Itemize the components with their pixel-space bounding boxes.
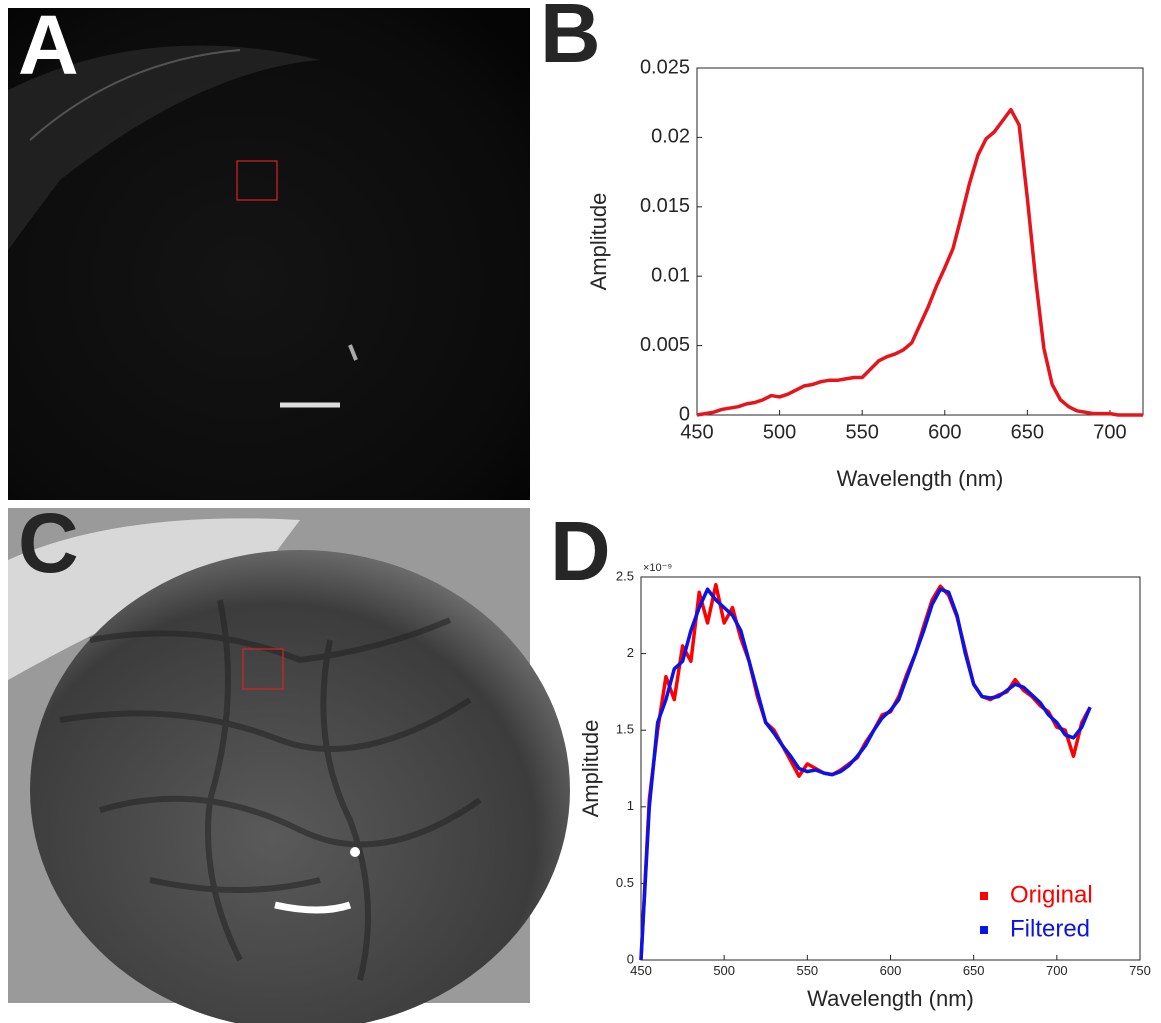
x-tick-label: 650 xyxy=(1011,421,1044,443)
x-tick-label: 650 xyxy=(963,963,985,978)
x-tick-label: 700 xyxy=(1093,421,1126,443)
x-tick-label: 450 xyxy=(680,421,713,443)
y-tick-label: 0.015 xyxy=(640,195,690,217)
panel-label: B xyxy=(540,0,601,80)
x-axis-label: Wavelength (nm) xyxy=(837,466,1004,491)
legend-label: Filtered xyxy=(1010,915,1090,942)
y-tick-label: 0.01 xyxy=(651,264,690,286)
y-axis-label: Amplitude xyxy=(586,193,611,291)
photo-c xyxy=(8,508,570,1023)
data-line xyxy=(696,107,1143,417)
x-tick-label: 700 xyxy=(1046,963,1068,978)
y-tick-label: 1.5 xyxy=(616,722,634,737)
x-tick-label: 500 xyxy=(763,421,796,443)
legend-swatch xyxy=(980,892,988,900)
x-tick-label: 750 xyxy=(1129,963,1151,978)
data-line xyxy=(639,587,1092,961)
x-tick-label: 450 xyxy=(630,963,652,978)
y-axis-label: Amplitude xyxy=(578,720,603,818)
x-tick-label: 500 xyxy=(713,963,735,978)
y-tick-label: 1 xyxy=(627,798,634,813)
x-tick-label: 550 xyxy=(796,963,818,978)
y-tick-label: 0.02 xyxy=(651,126,690,148)
panel-label: D xyxy=(550,504,611,598)
y-tick-label: 0.025 xyxy=(640,56,690,78)
y-tick-label: 0 xyxy=(627,951,634,966)
y-tick-label: 0.5 xyxy=(616,875,634,890)
y-multiplier: ×10⁻⁹ xyxy=(643,562,672,574)
y-tick-label: 2 xyxy=(627,645,634,660)
x-tick-label: 600 xyxy=(928,421,961,443)
x-tick-label: 600 xyxy=(880,963,902,978)
panel-label: C xyxy=(18,496,79,590)
y-tick-label: 2.5 xyxy=(616,568,634,583)
legend-swatch xyxy=(980,926,988,934)
x-tick-label: 550 xyxy=(845,421,878,443)
legend-label: Original xyxy=(1010,881,1093,908)
panel-label: A xyxy=(18,0,79,92)
axes-box xyxy=(696,67,1144,416)
photo-a xyxy=(8,8,530,500)
x-axis-label: Wavelength (nm) xyxy=(807,986,974,1011)
y-tick-label: 0.005 xyxy=(640,334,690,356)
y-tick-label: 0 xyxy=(679,403,690,425)
